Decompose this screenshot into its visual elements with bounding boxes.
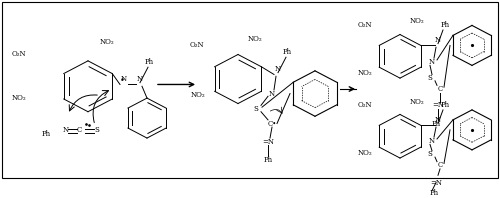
Text: =N: =N: [430, 179, 442, 187]
Text: N: N: [137, 75, 143, 83]
Text: =N: =N: [432, 101, 444, 109]
Text: NO₂: NO₂: [410, 98, 424, 106]
Text: Ph: Ph: [441, 21, 450, 29]
Text: NO₂: NO₂: [410, 17, 424, 25]
Text: NO₂: NO₂: [358, 69, 372, 77]
Text: N: N: [429, 137, 435, 145]
Text: C: C: [438, 85, 442, 93]
Text: NO₂: NO₂: [100, 38, 114, 46]
Text: Ph: Ph: [145, 58, 154, 66]
Text: NO₂: NO₂: [191, 91, 206, 99]
Text: N: N: [435, 36, 441, 44]
Bar: [2, 2, 498, 178]
Text: S: S: [428, 150, 432, 158]
Text: S: S: [94, 126, 99, 134]
Text: O₂N: O₂N: [12, 50, 26, 58]
Text: NO₂: NO₂: [358, 148, 372, 157]
Text: C•: C•: [268, 120, 276, 128]
Text: NO₂: NO₂: [12, 94, 26, 102]
Text: C: C: [77, 126, 82, 134]
Text: C: C: [438, 161, 442, 169]
Text: N: N: [63, 126, 69, 134]
Text: Ph: Ph: [283, 48, 292, 56]
Text: NO₂: NO₂: [248, 35, 262, 43]
Text: N: N: [121, 75, 127, 83]
Text: S: S: [254, 105, 258, 113]
Text: O₂N: O₂N: [358, 101, 372, 109]
Text: N: N: [429, 58, 435, 66]
Text: =N: =N: [262, 138, 274, 146]
Text: N: N: [275, 65, 281, 73]
Text: O₂N: O₂N: [358, 21, 372, 30]
Text: Ph: Ph: [42, 130, 51, 138]
Text: Ph: Ph: [430, 189, 439, 197]
Text: O₂N: O₂N: [190, 41, 204, 50]
Text: S: S: [428, 74, 432, 82]
Text: Ph: Ph: [432, 120, 440, 128]
Text: Ph: Ph: [264, 156, 272, 164]
Text: Ph: Ph: [441, 101, 450, 109]
Text: N: N: [269, 89, 275, 98]
Text: N: N: [435, 115, 441, 124]
